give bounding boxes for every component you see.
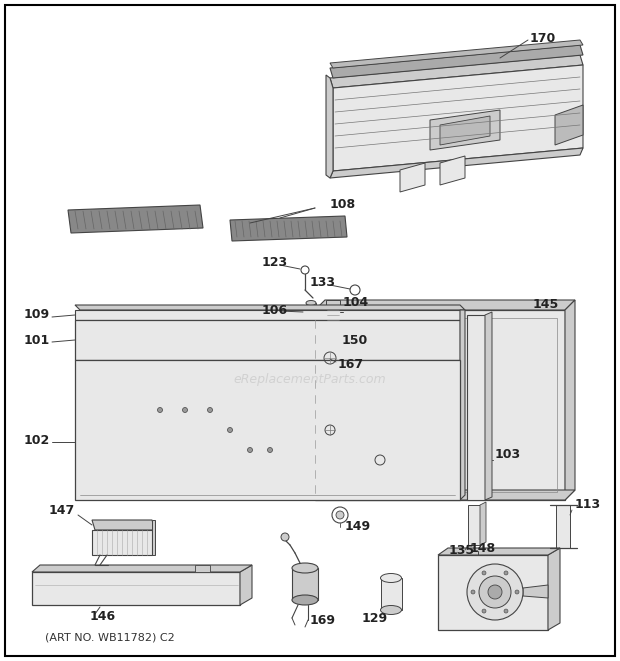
Polygon shape [75, 360, 460, 500]
Polygon shape [565, 300, 575, 500]
Polygon shape [326, 300, 340, 325]
Circle shape [482, 609, 486, 613]
Text: 104: 104 [343, 295, 370, 309]
Circle shape [336, 511, 344, 519]
Polygon shape [306, 303, 316, 322]
Circle shape [281, 533, 289, 541]
Polygon shape [92, 530, 152, 555]
Polygon shape [230, 216, 347, 241]
Text: 103: 103 [495, 449, 521, 461]
Polygon shape [555, 105, 583, 145]
Polygon shape [523, 585, 548, 598]
Polygon shape [32, 572, 240, 605]
Polygon shape [438, 555, 548, 630]
Text: 109: 109 [24, 309, 50, 321]
Text: 148: 148 [470, 541, 496, 555]
Polygon shape [330, 40, 583, 68]
Polygon shape [75, 310, 460, 320]
Polygon shape [152, 520, 155, 555]
Circle shape [488, 585, 502, 599]
Ellipse shape [292, 595, 318, 605]
Polygon shape [315, 300, 575, 310]
Polygon shape [548, 548, 560, 630]
Polygon shape [68, 205, 203, 233]
Polygon shape [292, 568, 318, 600]
Circle shape [504, 609, 508, 613]
Circle shape [182, 407, 187, 412]
Circle shape [504, 571, 508, 575]
Text: 169: 169 [310, 613, 336, 627]
Polygon shape [556, 505, 570, 548]
Polygon shape [330, 148, 583, 178]
Polygon shape [440, 116, 490, 145]
Polygon shape [440, 156, 465, 185]
Circle shape [482, 571, 486, 575]
Text: 146: 146 [90, 611, 116, 623]
Text: 129: 129 [362, 611, 388, 625]
Text: 101: 101 [24, 334, 50, 346]
Polygon shape [240, 565, 252, 605]
Polygon shape [480, 502, 486, 545]
Polygon shape [430, 110, 500, 150]
Polygon shape [92, 520, 155, 530]
Circle shape [157, 407, 162, 412]
Polygon shape [32, 565, 252, 572]
Circle shape [479, 576, 511, 608]
Ellipse shape [306, 319, 316, 325]
Text: 113: 113 [575, 498, 601, 512]
Text: 102: 102 [24, 434, 50, 446]
Polygon shape [438, 548, 560, 555]
Circle shape [267, 447, 273, 453]
Polygon shape [400, 163, 425, 192]
Text: 167: 167 [338, 358, 364, 371]
Polygon shape [485, 312, 492, 500]
Text: 170: 170 [530, 32, 556, 44]
Polygon shape [420, 478, 440, 500]
Polygon shape [75, 305, 465, 310]
Text: eReplacementParts.com: eReplacementParts.com [234, 373, 386, 387]
Text: 108: 108 [330, 198, 356, 212]
Text: 147: 147 [49, 504, 75, 516]
Polygon shape [315, 490, 575, 500]
Ellipse shape [306, 301, 316, 305]
Polygon shape [330, 55, 583, 88]
Text: 149: 149 [345, 520, 371, 533]
Text: (ART NO. WB11782) C2: (ART NO. WB11782) C2 [45, 633, 175, 643]
Ellipse shape [381, 605, 402, 615]
Polygon shape [75, 320, 460, 360]
Bar [325, 318, 557, 492]
Text: 133: 133 [310, 276, 336, 290]
Text: 145: 145 [533, 299, 559, 311]
Circle shape [515, 590, 519, 594]
Polygon shape [333, 65, 583, 171]
Circle shape [467, 564, 523, 620]
Polygon shape [460, 310, 465, 500]
Polygon shape [381, 578, 402, 610]
Circle shape [471, 590, 475, 594]
Polygon shape [330, 45, 583, 78]
Polygon shape [195, 565, 210, 572]
Text: 123: 123 [262, 256, 288, 268]
Text: 150: 150 [342, 334, 368, 346]
Text: 135: 135 [449, 543, 475, 557]
Polygon shape [315, 310, 565, 500]
Circle shape [247, 447, 252, 453]
Polygon shape [468, 505, 480, 545]
Circle shape [208, 407, 213, 412]
Polygon shape [315, 310, 335, 325]
Ellipse shape [292, 563, 318, 573]
Polygon shape [467, 315, 485, 500]
Circle shape [228, 428, 232, 432]
Text: 106: 106 [262, 303, 288, 317]
Ellipse shape [381, 574, 402, 582]
Polygon shape [326, 75, 333, 178]
